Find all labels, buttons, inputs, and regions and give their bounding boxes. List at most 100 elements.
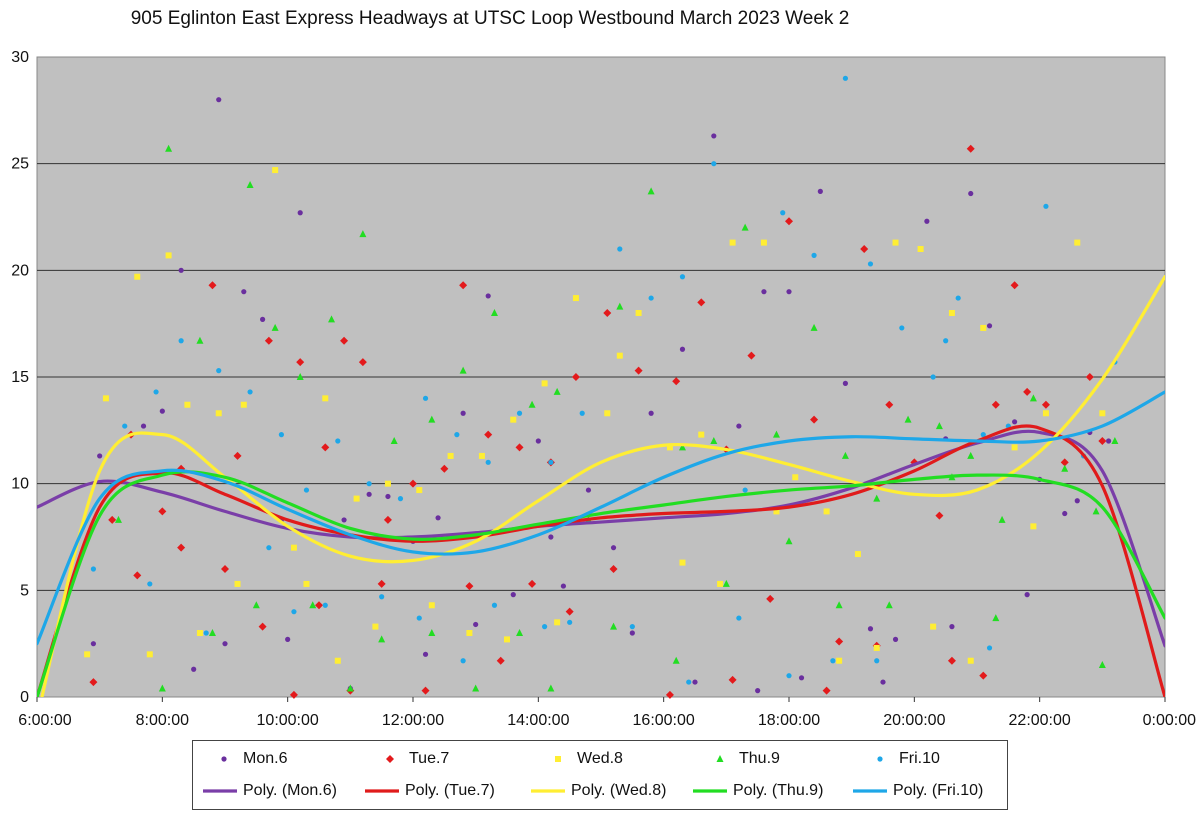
data-point: [296, 373, 304, 380]
data-point: [873, 644, 880, 651]
data-point: [221, 565, 229, 573]
data-point: [616, 302, 624, 310]
y-tick-label: 20: [11, 262, 29, 279]
data-point: [97, 453, 103, 459]
data-point: [184, 401, 191, 408]
y-tick-label: 5: [20, 582, 29, 599]
data-point: [440, 464, 449, 473]
data-point: [1023, 387, 1032, 396]
data-point: [648, 295, 654, 301]
legend-line-icon: [365, 789, 399, 793]
data-point: [980, 432, 986, 438]
data-point: [264, 336, 273, 345]
data-point: [822, 686, 831, 695]
data-point: [679, 346, 686, 352]
data-point: [892, 636, 899, 643]
data-point: [560, 583, 567, 589]
data-point: [817, 188, 823, 194]
y-tick-label: 15: [11, 369, 29, 386]
data-point: [711, 133, 717, 139]
legend-item: Poly. (Mon.6): [203, 775, 337, 807]
data-point: [335, 438, 341, 444]
data-point: [285, 636, 291, 643]
data-point: [473, 621, 479, 628]
data-point: [140, 423, 147, 429]
legend-row-markers: Mon.6 Tue.7 Wed.8 Thu.9 Fri.10: [193, 743, 1007, 775]
data-point: [786, 673, 792, 679]
data-point: [383, 515, 392, 524]
data-point: [1061, 464, 1069, 472]
data-point: [967, 451, 975, 459]
data-point: [447, 452, 454, 459]
legend: Mon.6 Tue.7 Wed.8 Thu.9 Fri.10 Poly. (Mon.6)…: [192, 740, 1008, 810]
data-point: [697, 298, 706, 307]
data-point: [986, 645, 993, 651]
data-point: [165, 144, 173, 152]
data-point: [736, 615, 742, 621]
data-point: [873, 494, 881, 502]
data-point: [496, 656, 505, 665]
legend-item: Fri.10: [873, 743, 940, 775]
legend-item: Poly. (Thu.9): [693, 775, 823, 807]
data-point: [736, 423, 742, 429]
data-point: [603, 309, 612, 317]
data-point: [535, 438, 541, 444]
data-point: [422, 651, 429, 657]
data-point: [610, 545, 617, 551]
data-point: [986, 323, 993, 329]
data-point: [610, 622, 618, 630]
data-point: [334, 657, 341, 664]
y-tick-label: 30: [11, 49, 29, 66]
data-point: [792, 474, 799, 481]
data-point: [203, 630, 209, 636]
data-point: [717, 580, 724, 587]
data-point: [196, 336, 204, 344]
data-point: [924, 218, 930, 224]
data-point: [1111, 437, 1119, 444]
data-point: [289, 690, 298, 699]
data-point: [472, 684, 480, 692]
legend-marker-icon: [877, 756, 883, 762]
data-point: [585, 487, 592, 493]
data-point: [390, 437, 398, 444]
chart-svg: 0 5 10 15 20 25 30 6:00:00 8:00:00 10:00:00 12:00:…: [11, 49, 1196, 729]
data-point: [291, 609, 297, 615]
data-point: [416, 487, 423, 494]
data-point: [215, 410, 222, 417]
data-point: [968, 190, 974, 197]
data-point: [165, 252, 172, 259]
data-point: [998, 515, 1006, 523]
data-point: [786, 289, 792, 295]
data-point: [515, 443, 524, 452]
legend-line-icon: [203, 789, 237, 793]
data-point: [460, 410, 466, 416]
legend-label: Mon.6: [243, 750, 288, 767]
data-point: [760, 239, 767, 246]
data-point: [372, 623, 379, 630]
data-point: [328, 315, 336, 323]
data-point: [158, 507, 167, 516]
legend-label: Poly. (Mon.6): [243, 782, 337, 799]
legend-marker-icon: [221, 756, 227, 762]
data-point: [935, 422, 943, 430]
data-point: [810, 415, 819, 424]
data-point: [1074, 498, 1080, 504]
legend-label: Wed.8: [577, 750, 623, 767]
data-point: [698, 431, 705, 438]
data-point: [191, 666, 197, 672]
data-point: [397, 496, 404, 502]
data-point: [711, 161, 717, 167]
trendline-0: [37, 429, 1165, 648]
data-point: [435, 515, 441, 521]
data-point: [629, 630, 635, 636]
x-tick-label: 0:00:00: [1143, 712, 1196, 729]
legend-marker: [386, 755, 394, 763]
data-point: [122, 423, 128, 429]
legend-item: Mon.6: [217, 743, 287, 775]
data-point: [874, 658, 880, 664]
legend-marker-icon: [555, 756, 561, 762]
data-point: [880, 679, 886, 685]
data-point: [785, 217, 793, 226]
trendline-4: [37, 390, 1165, 646]
data-point: [609, 565, 618, 573]
